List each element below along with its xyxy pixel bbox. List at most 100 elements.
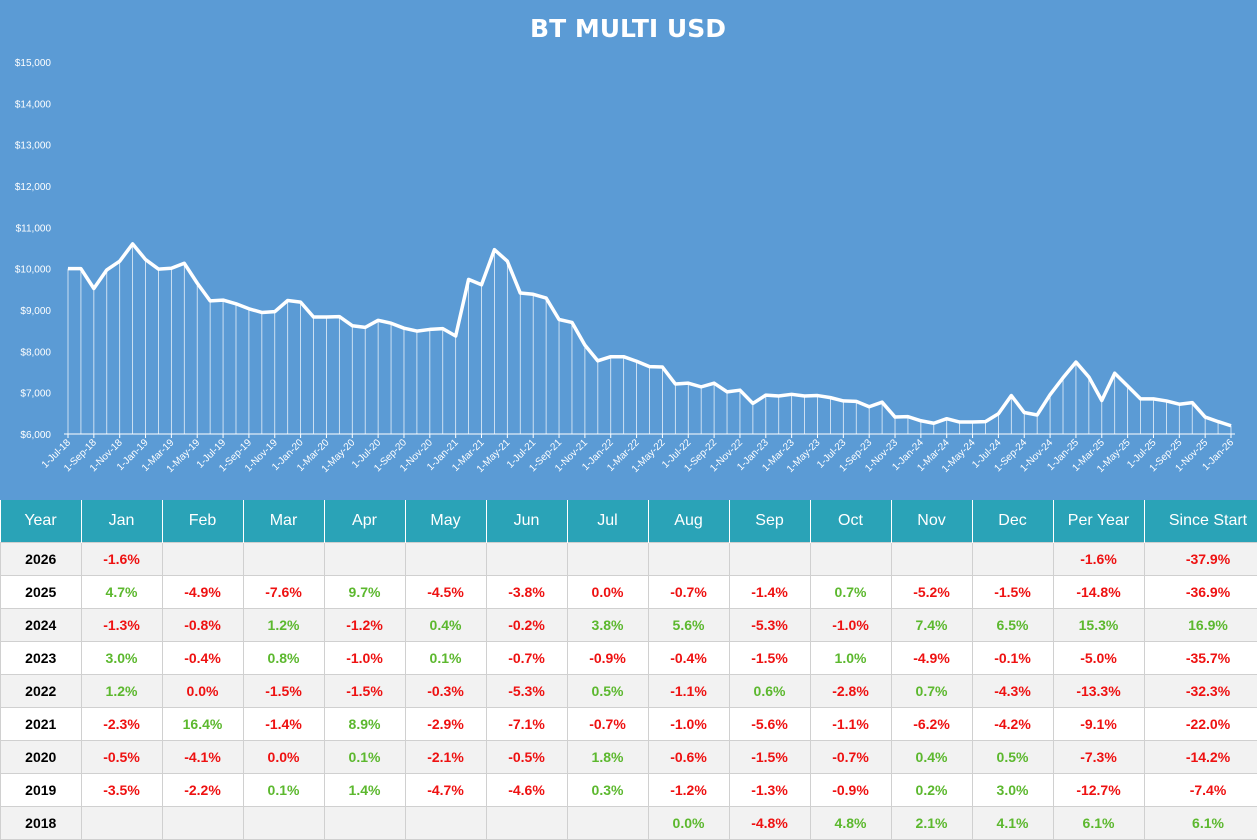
value-cell [323,542,406,576]
table-header-row: Year Jan Feb Mar Apr May Jun Jul Aug Sep Oct Nov Dec… [0,500,1257,543]
value-cell: -4.5% [404,575,487,609]
value-cell: 0.3% [566,773,649,807]
value-cell: -0.7% [566,707,649,741]
value-cell: 15.3% [1052,608,1145,642]
value-cell [242,542,325,576]
value-cell: -1.5% [728,740,811,774]
value-cell: -1.6% [80,542,163,576]
performance-table: Year Jan Feb Mar Apr May Jun Jul Aug Sep Oct Nov Dec… [0,500,1257,840]
y-tick-label: $11,000 [16,223,52,234]
value-cell: -5.6% [728,707,811,741]
column-header: Since Start [1144,500,1257,543]
value-cell: -4.9% [161,575,244,609]
value-cell: 0.7% [890,674,973,708]
value-cell: 4.8% [809,806,892,840]
value-cell: -32.3% [1143,674,1257,708]
value-cell [809,542,892,576]
column-header: Year [0,500,82,543]
value-cell: 3.0% [971,773,1054,807]
value-cell: -13.3% [1052,674,1145,708]
year-cell: 2020 [0,740,82,774]
table-row: 2020 -0.5% -4.1% 0.0% 0.1% -2.1% -0.5% 1.8% -0.6… [0,740,1257,774]
value-cell: -4.1% [161,740,244,774]
value-cell [728,542,811,576]
value-cell: 0.1% [404,641,487,675]
value-cell: 0.6% [728,674,811,708]
value-cell [80,806,163,840]
value-cell [404,806,487,840]
table-row: 2023 3.0% -0.4% 0.8% -1.0% 0.1% -0.7% -0.9% -0.4… [0,641,1257,675]
value-cell: -0.4% [161,641,244,675]
year-cell: 2018 [0,806,82,840]
value-cell: -12.7% [1052,773,1145,807]
value-cell: 0.4% [890,740,973,774]
value-cell: 0.8% [242,641,325,675]
value-cell: -1.0% [323,641,406,675]
value-cell: 0.0% [566,575,649,609]
series-line [68,242,1232,428]
value-cell: -14.2% [1143,740,1257,774]
value-cell: -22.0% [1143,707,1257,741]
y-tick-label: $7,000 [20,389,51,400]
value-cell: 0.2% [890,773,973,807]
value-cell: 3.0% [80,641,163,675]
column-header: Jan [81,500,163,543]
value-cell: -0.7% [647,575,730,609]
table-row: 2018 0.0% -4.8% 4.8% 2.1% 4.1% 6.1% 6.1% [0,806,1257,840]
y-tick-label: $15,000 [15,58,52,69]
value-cell: 0.7% [809,575,892,609]
value-cell: -7.3% [1052,740,1145,774]
value-cell: -0.5% [80,740,163,774]
value-cell: -1.0% [809,608,892,642]
column-header: Mar [243,500,325,543]
year-cell: 2019 [0,773,82,807]
value-cell: -1.1% [647,674,730,708]
value-cell: 8.9% [323,707,406,741]
value-cell [161,806,244,840]
value-cell: -0.9% [809,773,892,807]
y-tick-label: $10,000 [15,265,52,276]
column-header: Jul [567,500,649,543]
value-cell: -7.4% [1143,773,1257,807]
value-cell: 7.4% [890,608,973,642]
table-row: 2026 -1.6% -1.6% -37.9% [0,542,1257,576]
value-cell: -5.0% [1052,641,1145,675]
value-cell: -4.6% [485,773,568,807]
chart-title: BT MULTI USD [530,14,726,43]
value-cell: -1.3% [80,608,163,642]
value-cell: -36.9% [1143,575,1257,609]
line-chart: BT MULTI USD $6,000 $7,000 $8,000 $9,000 $10… [15,14,1237,475]
table-row: 2025 4.7% -4.9% -7.6% 9.7% -4.5% -3.8% 0.0% -0.7… [0,575,1257,609]
series-line-group [68,242,1232,428]
value-cell: -4.9% [890,641,973,675]
value-cell [161,542,244,576]
column-header: Sep [729,500,811,543]
value-cell [647,542,730,576]
value-cell: 1.8% [566,740,649,774]
value-cell: -37.9% [1143,542,1257,576]
value-cell: 3.8% [566,608,649,642]
value-cell: -0.7% [809,740,892,774]
value-cell: -7.1% [485,707,568,741]
value-cell [485,542,568,576]
value-cell: -1.5% [971,575,1054,609]
x-axis: 1-Jul-181-Sep-181-Nov-181-Jan-191-Mar-19… [40,433,1236,475]
column-header: Apr [324,500,406,543]
year-cell: 2025 [0,575,82,609]
table-row: 2019 -3.5% -2.2% 0.1% 1.4% -4.7% -4.6% 0.3% -1.2… [0,773,1257,807]
y-tick-label: $14,000 [15,99,52,110]
value-cell: -7.6% [242,575,325,609]
value-cell: -1.5% [242,674,325,708]
value-cell: 6.1% [1052,806,1145,840]
value-cell: 6.5% [971,608,1054,642]
column-header: Dec [972,500,1054,543]
value-cell: -0.4% [647,641,730,675]
y-tick-label: $13,000 [15,141,52,152]
value-cell: 1.2% [80,674,163,708]
value-cell [890,542,973,576]
value-cell: -2.1% [404,740,487,774]
column-header: May [405,500,487,543]
y-axis: $6,000 $7,000 $8,000 $9,000 $10,000 $11,000 $1… [15,58,52,441]
column-header: Oct [810,500,892,543]
value-cell [404,542,487,576]
